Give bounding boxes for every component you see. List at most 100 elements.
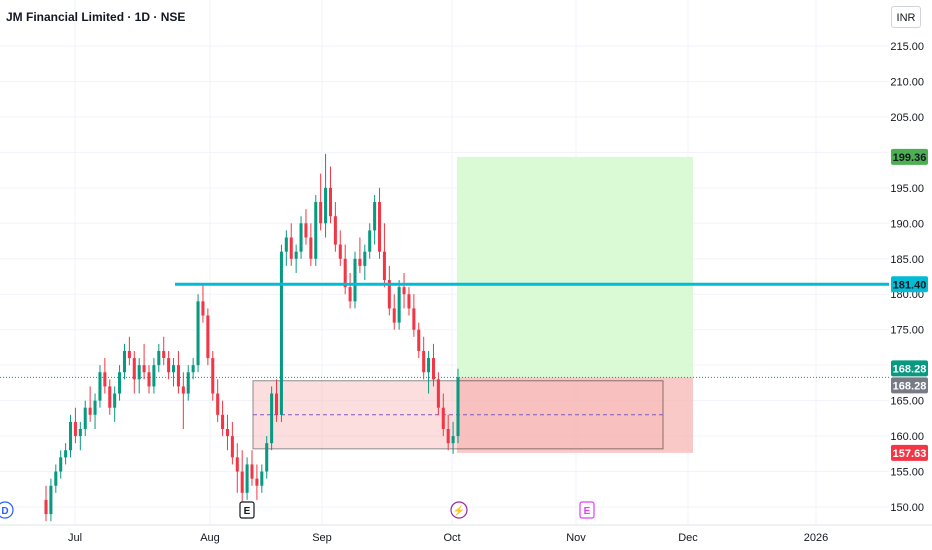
price-label-text: 157.63 [893, 448, 927, 460]
y-tick-label: 155.00 [890, 467, 924, 479]
candle-body [191, 365, 195, 373]
candle-body [392, 308, 396, 323]
candle-body [255, 478, 259, 486]
target-zone [457, 156, 693, 378]
candle-body [373, 202, 377, 231]
candle-body [299, 223, 303, 252]
candle-body [343, 258, 347, 288]
candle-body [387, 280, 391, 309]
candle-body [93, 400, 97, 415]
candle-body [324, 187, 328, 224]
x-tick-label: Sep [312, 532, 332, 544]
event-marker-label: E [584, 506, 591, 517]
candle-body [103, 372, 107, 387]
event-marker-earnings [239, 501, 255, 519]
y-tick-label: 210.00 [890, 76, 924, 88]
candle-body [338, 244, 342, 259]
candle-body [64, 450, 68, 458]
candle-body [176, 365, 180, 387]
candle-body [108, 386, 112, 408]
candle-body [245, 464, 249, 493]
candle-body [402, 287, 406, 295]
candle-body [427, 358, 431, 373]
price-label-stop [891, 444, 928, 461]
event-marker-earnings-upcoming [579, 501, 595, 519]
candle-body [348, 287, 352, 302]
candle-body [211, 358, 215, 394]
candle-body [118, 372, 122, 394]
x-tick-label: Oct [443, 532, 460, 544]
event-marker-split [450, 501, 468, 519]
candle-body [172, 365, 176, 373]
candle-body [309, 237, 313, 259]
candle-body [201, 301, 205, 316]
y-tick-label: 150.00 [890, 502, 924, 514]
candle-body [363, 251, 367, 266]
y-tick-label: 160.00 [890, 431, 924, 443]
candle-body [73, 421, 77, 437]
candlesticks [44, 153, 460, 522]
candle-body [206, 315, 210, 359]
candle-body [127, 350, 131, 359]
candle-body [284, 237, 288, 252]
x-tick-label: Nov [566, 532, 586, 544]
candle-body [436, 379, 440, 408]
y-tick-label: 165.00 [890, 396, 924, 408]
candle-body [78, 428, 82, 437]
candle-body [446, 428, 450, 444]
event-marker-dividend [0, 501, 14, 519]
event-marker-label: ⚡ [453, 504, 465, 517]
candle-body [314, 202, 318, 259]
event-marker-label: D [1, 506, 8, 517]
candle-body [49, 485, 53, 515]
price-label-last-close [891, 377, 928, 394]
candle-body [113, 393, 117, 408]
candle-body [328, 187, 332, 217]
candle-body [422, 350, 426, 373]
candle-body [407, 294, 411, 309]
x-tick-label: Dec [678, 532, 698, 544]
y-tick-label: 215.00 [890, 41, 924, 53]
y-tick-label: 195.00 [890, 183, 924, 195]
candle-body [44, 499, 48, 515]
symbol-title[interactable]: JM Financial Limited · 1D · NSE [6, 10, 186, 24]
candle-body [260, 471, 264, 486]
candle-body [98, 372, 102, 401]
candle-body [456, 377, 460, 437]
candle-body [240, 471, 244, 493]
candle-body [358, 258, 362, 266]
candle-body [431, 358, 435, 380]
candle-body [59, 457, 63, 472]
candle-body [147, 372, 151, 387]
currency-button[interactable]: INR [891, 6, 921, 28]
candle-body [137, 365, 141, 380]
candle-body [122, 350, 126, 373]
candle-body [235, 457, 239, 472]
candle-body [88, 407, 92, 415]
candle-body [152, 365, 156, 387]
candle-body [162, 350, 166, 359]
price-label-target [891, 148, 928, 165]
x-axis[interactable]: Jul Aug Sep Oct Nov Dec 2026 [0, 524, 932, 544]
candle-body [270, 393, 274, 444]
candle-body [230, 436, 234, 458]
price-label-current [891, 360, 928, 377]
candle-body [275, 393, 279, 415]
gridlines [0, 0, 889, 525]
candle-body [54, 471, 58, 486]
event-markers: D E ⚡ E [0, 501, 595, 519]
price-label-text: 168.28 [893, 363, 927, 375]
candle-body [157, 350, 161, 366]
candle-body [181, 386, 185, 394]
candle-body [333, 216, 337, 245]
y-axis[interactable]: 215.00210.00205.00200.00195.00190.00185.… [890, 41, 928, 514]
price-label-text: 168.28 [893, 380, 927, 392]
candle-body [417, 329, 421, 351]
candle-body [441, 407, 445, 429]
candle-body [279, 251, 283, 415]
position-zones [252, 156, 693, 453]
candle-body [265, 443, 269, 472]
candle-body [216, 393, 220, 415]
candle-body [225, 428, 229, 437]
